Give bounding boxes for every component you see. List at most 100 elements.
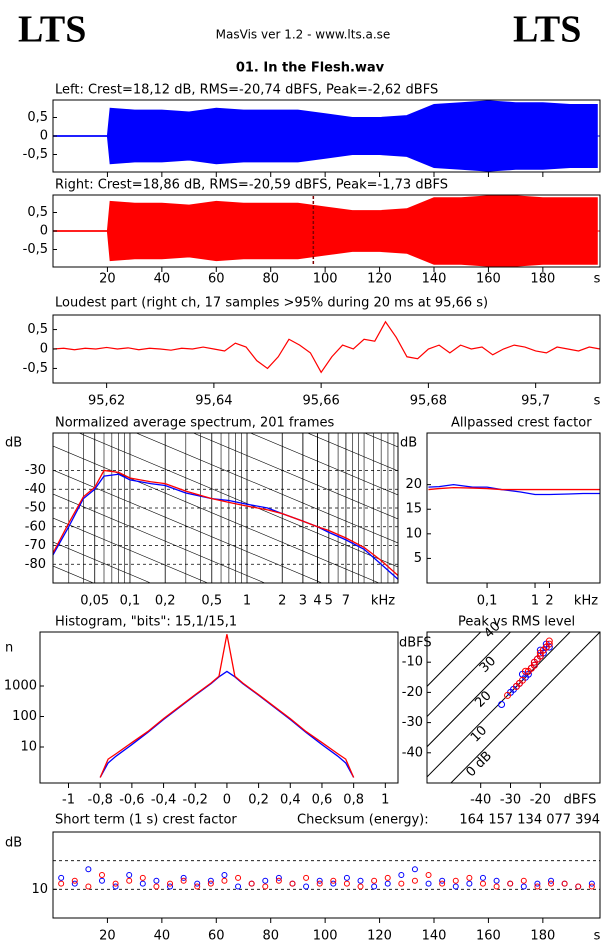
y-tick-label: 5 — [414, 551, 422, 566]
scatter-point — [85, 883, 92, 890]
axis-unit: s — [594, 394, 601, 409]
crest-line — [427, 632, 571, 778]
histogram-line — [99, 670, 355, 778]
scatter-point — [71, 880, 78, 887]
checksum: 164 157 134 077 394 — [459, 813, 600, 828]
y-tick-label: 10 — [20, 739, 37, 754]
x-tick-label: 180 — [530, 929, 555, 944]
scatter-point — [411, 866, 418, 873]
scatter-point — [262, 877, 269, 884]
x-tick-label: 0,1 — [120, 594, 141, 609]
y-tick-label: 10 — [405, 526, 422, 541]
scatter-point — [58, 880, 65, 887]
slope-line — [53, 469, 323, 583]
x-tick-label: 2 — [545, 594, 553, 609]
slope-line — [53, 614, 398, 759]
scatter-point — [520, 877, 527, 884]
x-tick-label: 0,8 — [343, 793, 364, 808]
spectrum-line — [52, 469, 399, 576]
scatter-point — [493, 877, 500, 884]
slope-line — [53, 517, 209, 583]
y-tick-label: -40 — [25, 482, 46, 497]
crest-line-label: 30 — [477, 654, 499, 676]
scatter-point — [235, 874, 242, 881]
x-tick-label: -0,6 — [119, 793, 144, 808]
scatter-point — [371, 883, 378, 890]
axis-unit: dB — [400, 436, 417, 451]
y-tick-label: 0 — [40, 224, 48, 239]
y-tick-label: 10 — [31, 882, 48, 897]
x-tick-label: 20 — [99, 272, 116, 287]
x-tick-label: 1 — [381, 793, 389, 808]
x-tick-label: 80 — [262, 929, 279, 944]
logo: LTS — [513, 9, 581, 51]
scatter-point — [139, 880, 146, 887]
y-tick-label: 15 — [405, 502, 422, 517]
x-tick-label: 140 — [422, 272, 447, 287]
x-tick-label: 120 — [367, 272, 392, 287]
scatter-point — [466, 874, 473, 881]
scatter-point — [398, 872, 405, 878]
crest-line — [427, 632, 512, 718]
slope-line — [306, 433, 398, 472]
y-tick-label: 0 — [40, 342, 48, 357]
scatter-point — [439, 880, 446, 887]
y-tick-label: -20 — [402, 685, 423, 700]
panel-title: Short term (1 s) crest factor — [55, 813, 237, 828]
histogram-line — [99, 634, 355, 778]
plot-frame — [52, 432, 399, 584]
x-tick-label: 0,2 — [248, 793, 269, 808]
panel-title: Peak vs RMS level — [458, 615, 575, 630]
y-tick-label: -80 — [25, 557, 46, 572]
y-tick-label: -50 — [25, 501, 46, 516]
scatter-point — [153, 877, 160, 884]
x-tick-label: 95,68 — [410, 394, 447, 409]
scatter-point — [289, 880, 296, 887]
y-tick-label: -30 — [402, 715, 423, 730]
scatter-point — [588, 880, 595, 887]
slope-line — [249, 433, 398, 496]
axis-unit: dBFS — [399, 636, 432, 651]
x-tick-label: 80 — [262, 272, 279, 287]
y-tick-label: -60 — [25, 519, 46, 534]
scatter-point — [479, 880, 486, 887]
y-tick-label: 0,5 — [27, 205, 48, 220]
x-tick-label: 3 — [299, 594, 307, 609]
scatter-point — [221, 877, 228, 884]
scatter-point — [384, 880, 391, 887]
x-tick-label: 20 — [99, 929, 116, 944]
crest-line-label: 10 — [468, 723, 490, 745]
scatter-point — [548, 877, 555, 884]
y-tick-label: 0,5 — [27, 110, 48, 125]
crest-line-label: 20 — [472, 688, 494, 710]
scatter-point — [575, 883, 582, 890]
y-tick-label: 100 — [12, 709, 37, 724]
x-tick-label: -20 — [530, 793, 551, 808]
y-tick-label: 0,5 — [27, 322, 48, 337]
scatter-point — [521, 667, 529, 675]
scatter-point — [561, 880, 568, 887]
x-tick-label: 95,66 — [303, 394, 340, 409]
x-tick-label: -40 — [470, 793, 491, 808]
crest-line-label: 0 dB — [463, 749, 495, 781]
slope-line — [53, 493, 266, 583]
crest-line — [428, 486, 600, 491]
y-tick-label: -0,5 — [23, 147, 48, 162]
scatter-point — [330, 877, 337, 884]
x-tick-label: 60 — [208, 929, 225, 944]
slope-line — [53, 590, 398, 735]
y-tick-label: -0,5 — [23, 242, 48, 257]
scatter-point — [235, 883, 242, 890]
scatter-point — [479, 874, 486, 881]
x-tick-label: 180 — [530, 272, 555, 287]
crest-lines — [427, 632, 600, 783]
crest-line — [427, 632, 482, 688]
scatter-point — [112, 883, 119, 890]
x-tick-label: 0,5 — [201, 594, 222, 609]
scatter-point — [98, 877, 105, 884]
x-tick-label: 0 — [223, 793, 231, 808]
x-tick-label: 40 — [154, 929, 171, 944]
panel-title: Loudest part (right ch, 17 samples >95% … — [55, 296, 488, 311]
scatter-point — [439, 877, 446, 884]
